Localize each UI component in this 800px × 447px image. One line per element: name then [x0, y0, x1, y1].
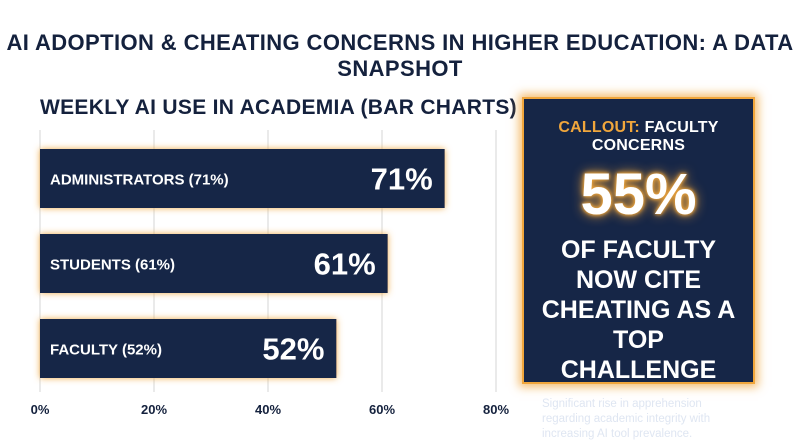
- callout-big-number: 55%: [580, 162, 697, 227]
- value-label: 52%: [262, 332, 324, 367]
- callout-note: Significant rise in apprehension regardi…: [542, 398, 711, 440]
- callout-statement: OF FACULTY NOW CITE CHEATING AS A TOP CH…: [541, 236, 736, 384]
- x-tick-label: 20%: [141, 402, 167, 417]
- x-tick-label: 60%: [369, 402, 395, 417]
- x-tick-label: 0%: [31, 402, 50, 417]
- bar: [40, 234, 388, 293]
- bar: [40, 319, 337, 378]
- page-title: AI ADOPTION & CHEATING CONCERNS IN HIGHE…: [6, 30, 794, 81]
- chart-title: WEEKLY AI USE IN ACADEMIA (BAR CHARTS): [40, 96, 517, 119]
- category-label: FACULTY (52%): [50, 342, 162, 359]
- category-label: STUDENTS (61%): [50, 257, 175, 274]
- x-axis-ticks: 0% 20% 40% 60% 80%: [31, 402, 510, 417]
- callout-heading: CALLOUT: FACULTY CONCERNS: [524, 119, 753, 155]
- callout-box: CALLOUT: FACULTY CONCERNS 55% OF FACULTY…: [522, 97, 755, 440]
- value-label: 71%: [371, 162, 433, 197]
- x-tick-label: 80%: [483, 402, 509, 417]
- callout-topic: FACULTY CONCERNS: [591, 119, 719, 154]
- bar: [40, 149, 445, 208]
- callout-prefix: CALLOUT:: [558, 119, 640, 136]
- value-label: 61%: [314, 247, 376, 282]
- x-tick-label: 40%: [255, 402, 281, 417]
- category-label: ADMINISTRATORS (71%): [50, 172, 229, 189]
- bars: ADMINISTRATORS (71%) 71% STUDENTS (61%) 61%…: [40, 149, 445, 378]
